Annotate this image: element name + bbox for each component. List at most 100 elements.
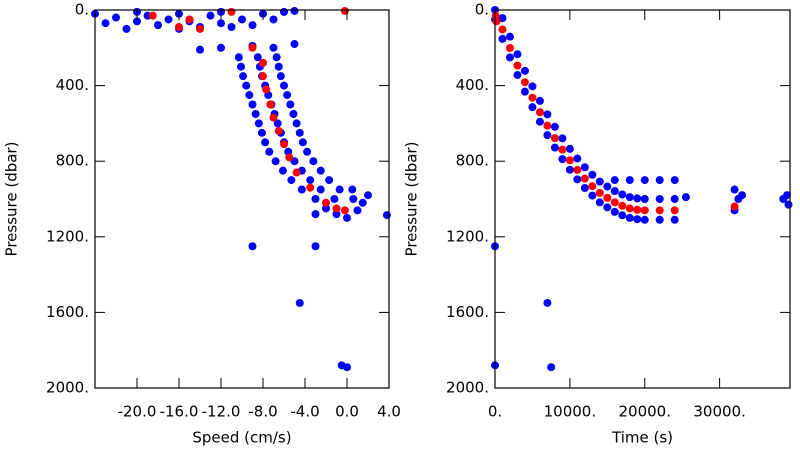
point [325,176,334,185]
point [262,85,271,94]
x-tick-label: 0.0 [335,403,359,421]
point [505,53,514,62]
point [670,215,679,224]
y-axis-label: Pressure (dbar) [403,142,421,257]
point [306,176,315,185]
point [550,134,559,143]
point [311,195,320,203]
point [610,187,619,196]
point [322,204,330,213]
point [278,166,287,175]
y-tick-label: 800. [56,152,89,170]
point [364,191,372,200]
point [633,205,642,214]
point [239,72,248,81]
point [633,194,642,203]
point [303,147,312,156]
point [610,207,619,216]
point [670,206,679,215]
point [655,206,664,215]
point [603,182,612,191]
point [610,198,619,207]
point [353,206,362,215]
plot-frame [94,9,390,389]
point [588,170,597,179]
point [266,100,275,109]
y-tick-label: 400. [456,76,489,94]
point [309,157,318,166]
point [610,176,619,185]
point [196,24,204,33]
point [543,298,552,307]
point [217,19,225,28]
point [297,185,306,194]
point [253,53,262,62]
point [625,213,634,222]
point [498,25,507,34]
point [603,193,612,202]
point [543,131,552,140]
point [588,182,597,191]
y-tick-label: 2000. [446,379,489,397]
point [272,53,281,62]
x-tick-label: 30000. [693,403,746,421]
point [261,138,270,147]
point [248,21,257,30]
point [311,242,320,251]
point [547,363,556,372]
x-tick-label: 0. [488,403,502,421]
point [332,210,341,219]
point [280,140,288,149]
x-axis-label: Speed (cm/s) [192,429,291,447]
plot-frame [494,9,791,389]
point [340,206,349,215]
point [588,191,597,200]
point [640,206,649,215]
point [349,195,358,203]
point [133,17,141,26]
point [670,195,679,203]
point [287,176,296,185]
point [603,203,612,212]
point [227,7,236,16]
point [580,184,589,193]
point [618,211,627,220]
point [655,176,664,185]
point [738,191,747,200]
point [289,109,298,118]
point [513,61,522,70]
point [358,198,367,207]
point [335,185,344,194]
point [633,215,642,224]
point [513,71,522,80]
point [271,157,280,166]
point [251,109,260,118]
point [269,15,278,24]
point [580,163,589,172]
point [618,201,627,210]
point [580,174,589,183]
point [283,91,292,100]
point [234,53,243,62]
point [520,66,529,75]
point [535,96,544,105]
point [285,153,294,162]
x-tick-label: 4.0 [377,403,401,421]
point [298,138,307,147]
point [286,100,295,109]
point [254,119,263,128]
point [655,215,664,224]
y-tick-label: 0. [75,1,89,19]
point [274,126,283,135]
point [618,190,627,199]
x-tick-label: -20.0 [118,403,157,421]
y-tick-label: 400. [56,76,89,94]
y-tick-label: 0. [475,1,489,19]
point [196,45,204,54]
point [292,168,301,177]
point [595,188,604,197]
point [274,62,283,71]
point [565,144,574,153]
point [248,100,257,109]
x-tick-label: -16.0 [160,403,199,421]
